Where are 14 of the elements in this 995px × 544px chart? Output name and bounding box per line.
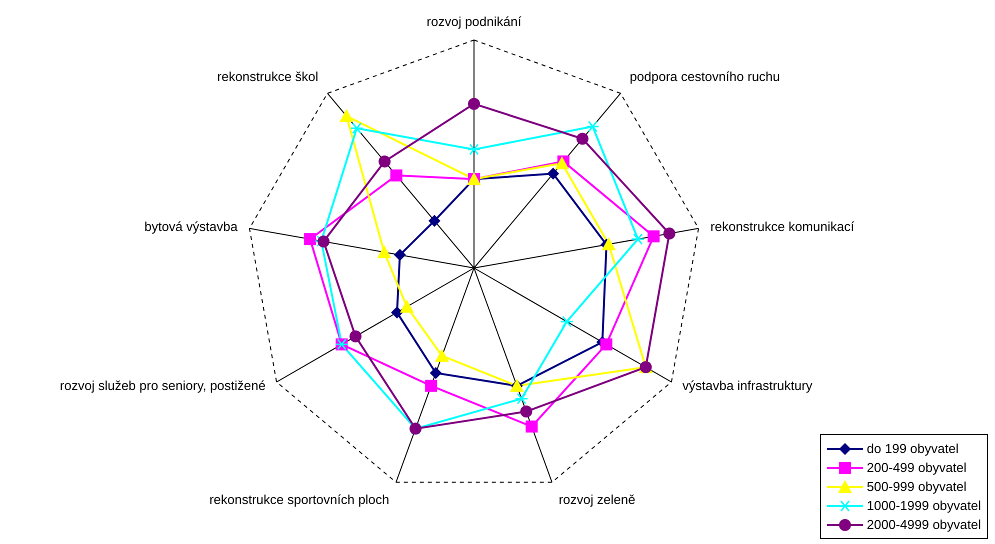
spoke-label: bytová výstavba <box>144 219 238 234</box>
spoke-label: rozvoj zeleně <box>558 492 636 507</box>
spoke-label: rekonstrukce komunikací <box>710 219 855 234</box>
spoke-label: podpora cestovního ruchu <box>630 69 780 84</box>
legend-label: 2000-4999 obyvatel <box>866 517 981 532</box>
legend-label: 500-999 obyvatel <box>866 479 967 494</box>
legend-label: do 199 obyvatel <box>866 441 959 456</box>
spoke-label: rekonstrukce sportovních ploch <box>209 492 390 507</box>
spoke-label: výstavba infrastruktury <box>682 378 813 393</box>
legend-label: 1000-1999 obyvatel <box>866 498 981 513</box>
spoke-label: rozvoj služeb pro seniory, postižené <box>60 378 266 393</box>
spoke-label: rozvoj podnikání <box>426 14 522 29</box>
spoke-label: rekonstrukce škol <box>217 69 318 84</box>
legend-label: 200-499 obyvatel <box>866 460 967 475</box>
